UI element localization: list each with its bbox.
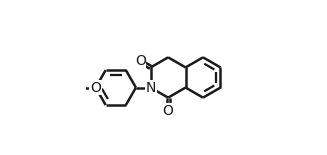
- Text: O: O: [135, 54, 146, 68]
- Text: O: O: [90, 81, 101, 95]
- Text: N: N: [146, 81, 156, 95]
- Text: O: O: [163, 104, 174, 117]
